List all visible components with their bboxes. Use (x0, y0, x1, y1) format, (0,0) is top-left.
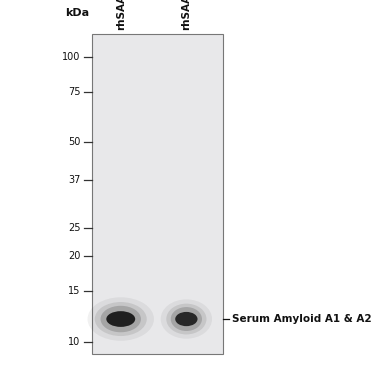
Text: rhSAA1: rhSAA1 (116, 0, 126, 30)
Ellipse shape (106, 311, 135, 327)
Text: Serum Amyloid A1 & A2: Serum Amyloid A1 & A2 (232, 314, 371, 324)
Ellipse shape (166, 304, 207, 334)
Text: kDa: kDa (65, 8, 89, 18)
Ellipse shape (175, 312, 198, 326)
Text: 37: 37 (68, 175, 81, 184)
Text: 100: 100 (62, 51, 81, 62)
Ellipse shape (87, 297, 154, 341)
Text: 25: 25 (68, 223, 81, 233)
Text: rhSAA2: rhSAA2 (182, 0, 191, 30)
Bar (92, 34, 223, 354)
Ellipse shape (100, 306, 141, 332)
Text: 10: 10 (68, 336, 81, 346)
Text: 50: 50 (68, 137, 81, 147)
Text: 15: 15 (68, 286, 81, 296)
Text: 20: 20 (68, 251, 81, 261)
Ellipse shape (161, 299, 212, 339)
Ellipse shape (171, 307, 202, 331)
Text: 75: 75 (68, 87, 81, 97)
Ellipse shape (95, 302, 147, 336)
